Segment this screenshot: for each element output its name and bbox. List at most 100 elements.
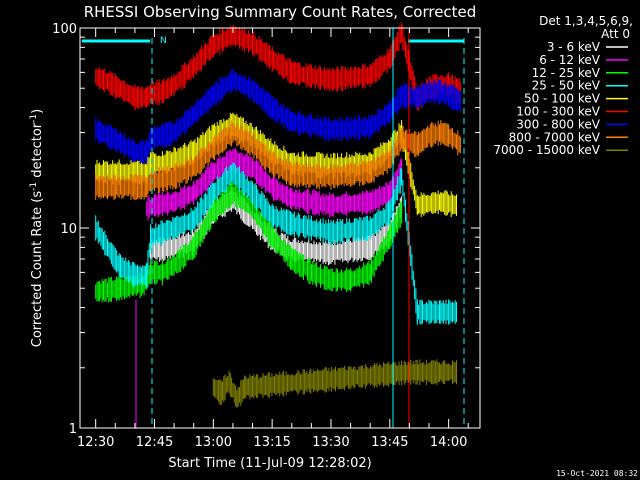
series-segment	[271, 46, 293, 84]
series-segment	[416, 125, 430, 156]
series-segment	[330, 189, 371, 217]
series-segment	[134, 84, 148, 110]
series-segment	[134, 262, 148, 288]
legend-label: 50 - 100 keV	[524, 92, 601, 106]
series-segment	[330, 160, 371, 189]
series-segment	[271, 175, 293, 210]
x-tick-label: 12:30	[77, 435, 114, 450]
series-segment	[291, 110, 332, 142]
series-segment	[389, 128, 403, 168]
series-segment	[408, 359, 418, 385]
series-segment	[95, 174, 116, 200]
series-segment	[146, 225, 152, 287]
series-segment	[146, 194, 155, 221]
series-segment	[271, 203, 293, 236]
series-segment	[271, 96, 293, 132]
legend-header-line1: Det 1,3,4,5,6,9,	[539, 14, 633, 28]
y-axis-label: Corrected Count Rate (s-1 detector-1)	[29, 109, 45, 347]
series-segment	[95, 159, 116, 185]
series-segment	[193, 35, 214, 79]
series-segment	[212, 164, 234, 203]
series-layer	[95, 22, 461, 408]
legend-label: 7000 - 15000 keV	[493, 143, 600, 157]
x-tick-label: 13:45	[371, 435, 408, 450]
y-axis-label-sup1: -1	[29, 182, 39, 191]
series-segment	[271, 151, 293, 186]
series-segment	[228, 371, 238, 407]
series-segment	[232, 182, 253, 218]
legend-label: 100 - 300 keV	[516, 105, 600, 119]
flag-layer: N	[82, 28, 465, 428]
series-segment	[440, 79, 450, 106]
y-axis-label-part1: Corrected Count Rate (s	[30, 191, 45, 348]
series-segment	[252, 181, 273, 226]
series-segment	[95, 118, 108, 147]
legend-header-line2: Att 0	[601, 27, 630, 41]
series-segment	[114, 174, 136, 201]
series-segment	[369, 225, 391, 283]
series-segment	[212, 181, 234, 223]
x-axis-label: Start Time (11-Jul-09 12:28:02)	[168, 456, 371, 471]
series-segment	[107, 239, 120, 278]
series-segment	[212, 149, 234, 181]
y-tick-label: 1	[69, 422, 77, 437]
series-segment	[448, 84, 461, 112]
series-segment	[369, 148, 391, 183]
series-segment	[271, 227, 293, 270]
series-segment	[146, 83, 152, 107]
chart-title: RHESSI Observing Summary Count Rates, Co…	[84, 3, 477, 21]
series-segment	[428, 120, 442, 148]
series-segment	[232, 123, 253, 156]
series-segment	[401, 126, 418, 158]
series-segment	[161, 73, 175, 104]
y-axis-label-part3: )	[30, 109, 45, 114]
legend-label: 300 - 800 keV	[516, 117, 600, 131]
series-segment	[173, 105, 195, 143]
series-segment	[236, 375, 246, 408]
series-segment	[252, 133, 273, 175]
series-segment	[107, 70, 120, 99]
series-segment	[161, 256, 175, 286]
series-segment	[369, 200, 391, 240]
series-segment	[146, 129, 152, 165]
series-segment	[428, 359, 442, 386]
series-segment	[173, 181, 195, 212]
series-segment	[161, 120, 175, 148]
series-segment	[291, 162, 332, 190]
footer-date: 15-Oct-2021 08:32	[556, 469, 638, 478]
series-segment	[448, 127, 461, 156]
series-segment	[244, 360, 410, 400]
series-segment	[118, 131, 136, 163]
series-segment	[252, 79, 273, 120]
series-segment	[173, 56, 195, 94]
series-segment	[389, 86, 403, 125]
series-segment	[330, 267, 352, 293]
series-9	[212, 359, 457, 408]
legend-label: 3 - 6 keV	[547, 40, 601, 54]
series-segment	[193, 182, 214, 230]
axes-layer: 12:30 12:45 13:00 13:15 13:30 13:45 14:00 1 10 10…	[52, 22, 481, 450]
series-segment	[118, 254, 136, 287]
series-segment	[416, 190, 442, 218]
series-segment	[134, 174, 148, 200]
series-segment	[252, 159, 273, 197]
series-segment	[193, 161, 214, 205]
series-segment	[173, 157, 195, 190]
series-4	[95, 162, 457, 325]
series-segment	[291, 211, 332, 245]
series-segment	[252, 198, 273, 248]
series-segment	[369, 49, 391, 87]
series-segment	[134, 139, 148, 165]
series-segment	[428, 78, 442, 105]
series-segment	[416, 80, 430, 109]
series-segment	[330, 215, 371, 245]
series-segment	[146, 174, 152, 198]
x-tick-label: 13:30	[312, 435, 349, 450]
series-segment	[161, 216, 175, 242]
flag-marker-label: N	[160, 36, 167, 46]
series-segment	[330, 63, 371, 92]
series-segment	[193, 85, 214, 125]
series-segment	[161, 147, 175, 174]
